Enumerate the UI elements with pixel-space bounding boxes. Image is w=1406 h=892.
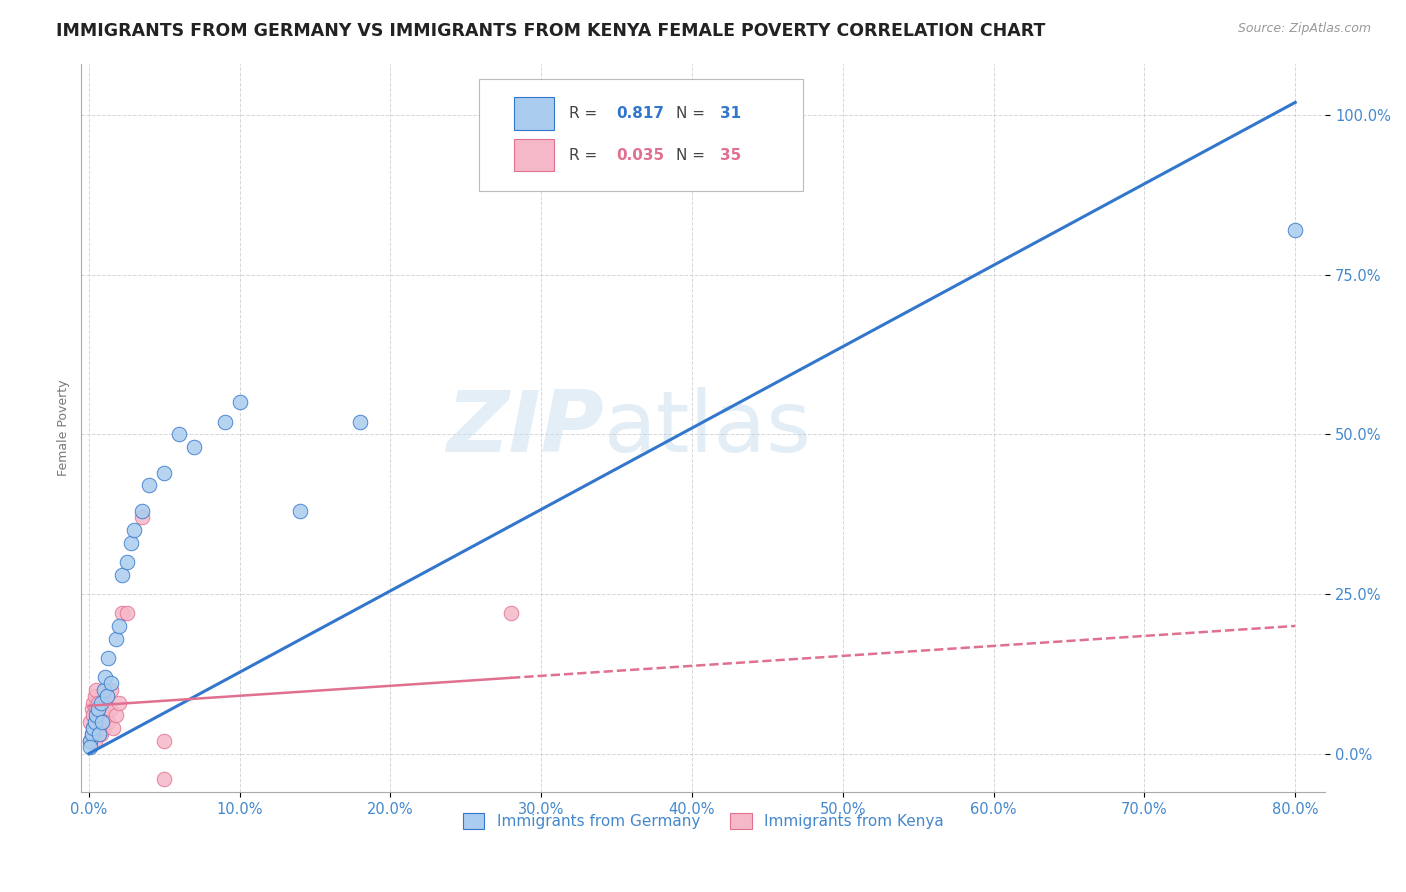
Y-axis label: Female Poverty: Female Poverty <box>58 380 70 476</box>
Legend: Immigrants from Germany, Immigrants from Kenya: Immigrants from Germany, Immigrants from… <box>457 807 950 835</box>
Point <box>93 682 115 697</box>
Point <box>87 696 110 710</box>
Point <box>101 721 124 735</box>
Point <box>120 536 142 550</box>
Text: R =: R = <box>569 147 602 162</box>
Point <box>89 721 111 735</box>
Point <box>499 606 522 620</box>
Text: 31: 31 <box>720 106 741 121</box>
Point <box>111 567 134 582</box>
Point <box>169 427 191 442</box>
Point <box>82 696 104 710</box>
Point <box>214 415 236 429</box>
Point <box>93 721 115 735</box>
Point <box>153 466 176 480</box>
Text: N =: N = <box>676 147 710 162</box>
Point <box>131 504 153 518</box>
Point <box>79 714 101 729</box>
Point <box>87 714 110 729</box>
Point <box>82 721 104 735</box>
Point <box>115 606 138 620</box>
Point <box>93 696 115 710</box>
Point <box>131 510 153 524</box>
Point <box>96 689 118 703</box>
Point <box>79 734 101 748</box>
Text: ZIP: ZIP <box>446 386 603 469</box>
Point <box>96 689 118 703</box>
Point <box>94 670 117 684</box>
Point <box>91 714 114 729</box>
Point <box>100 682 122 697</box>
Bar <box>515 138 554 171</box>
Point <box>83 714 105 729</box>
Text: 35: 35 <box>720 147 741 162</box>
Point <box>80 702 103 716</box>
Text: IMMIGRANTS FROM GERMANY VS IMMIGRANTS FROM KENYA FEMALE POVERTY CORRELATION CHAR: IMMIGRANTS FROM GERMANY VS IMMIGRANTS FR… <box>56 22 1046 40</box>
Point <box>89 708 111 723</box>
Text: atlas: atlas <box>603 386 811 469</box>
Point <box>89 727 111 741</box>
Point <box>100 676 122 690</box>
Point <box>183 440 205 454</box>
Text: 0.035: 0.035 <box>616 147 665 162</box>
Point <box>87 702 110 716</box>
Point <box>80 727 103 741</box>
Text: N =: N = <box>676 106 710 121</box>
Point <box>97 714 120 729</box>
Point <box>122 523 145 537</box>
Point <box>91 714 114 729</box>
Point <box>349 415 371 429</box>
Point <box>86 682 108 697</box>
Point <box>115 555 138 569</box>
Point <box>90 702 112 716</box>
Point <box>82 721 104 735</box>
Point <box>86 727 108 741</box>
Point <box>94 708 117 723</box>
Point <box>111 606 134 620</box>
Point <box>153 734 176 748</box>
Text: R =: R = <box>569 106 602 121</box>
Point <box>104 632 127 646</box>
Point <box>108 619 131 633</box>
Point <box>288 504 311 518</box>
Point <box>79 734 101 748</box>
Point <box>80 727 103 741</box>
Point <box>86 702 108 716</box>
Point <box>79 740 101 755</box>
Point <box>83 734 105 748</box>
Point <box>83 689 105 703</box>
Text: 0.817: 0.817 <box>616 106 664 121</box>
Point <box>1284 223 1306 237</box>
Point <box>82 708 104 723</box>
Point <box>153 772 176 787</box>
Bar <box>515 97 554 130</box>
Point <box>97 651 120 665</box>
Point <box>90 727 112 741</box>
Point <box>98 702 121 716</box>
Point <box>108 696 131 710</box>
Point <box>86 708 108 723</box>
Point <box>138 478 160 492</box>
Point <box>90 696 112 710</box>
Text: Source: ZipAtlas.com: Source: ZipAtlas.com <box>1237 22 1371 36</box>
FancyBboxPatch shape <box>479 78 803 192</box>
Point <box>104 708 127 723</box>
Point <box>228 395 250 409</box>
